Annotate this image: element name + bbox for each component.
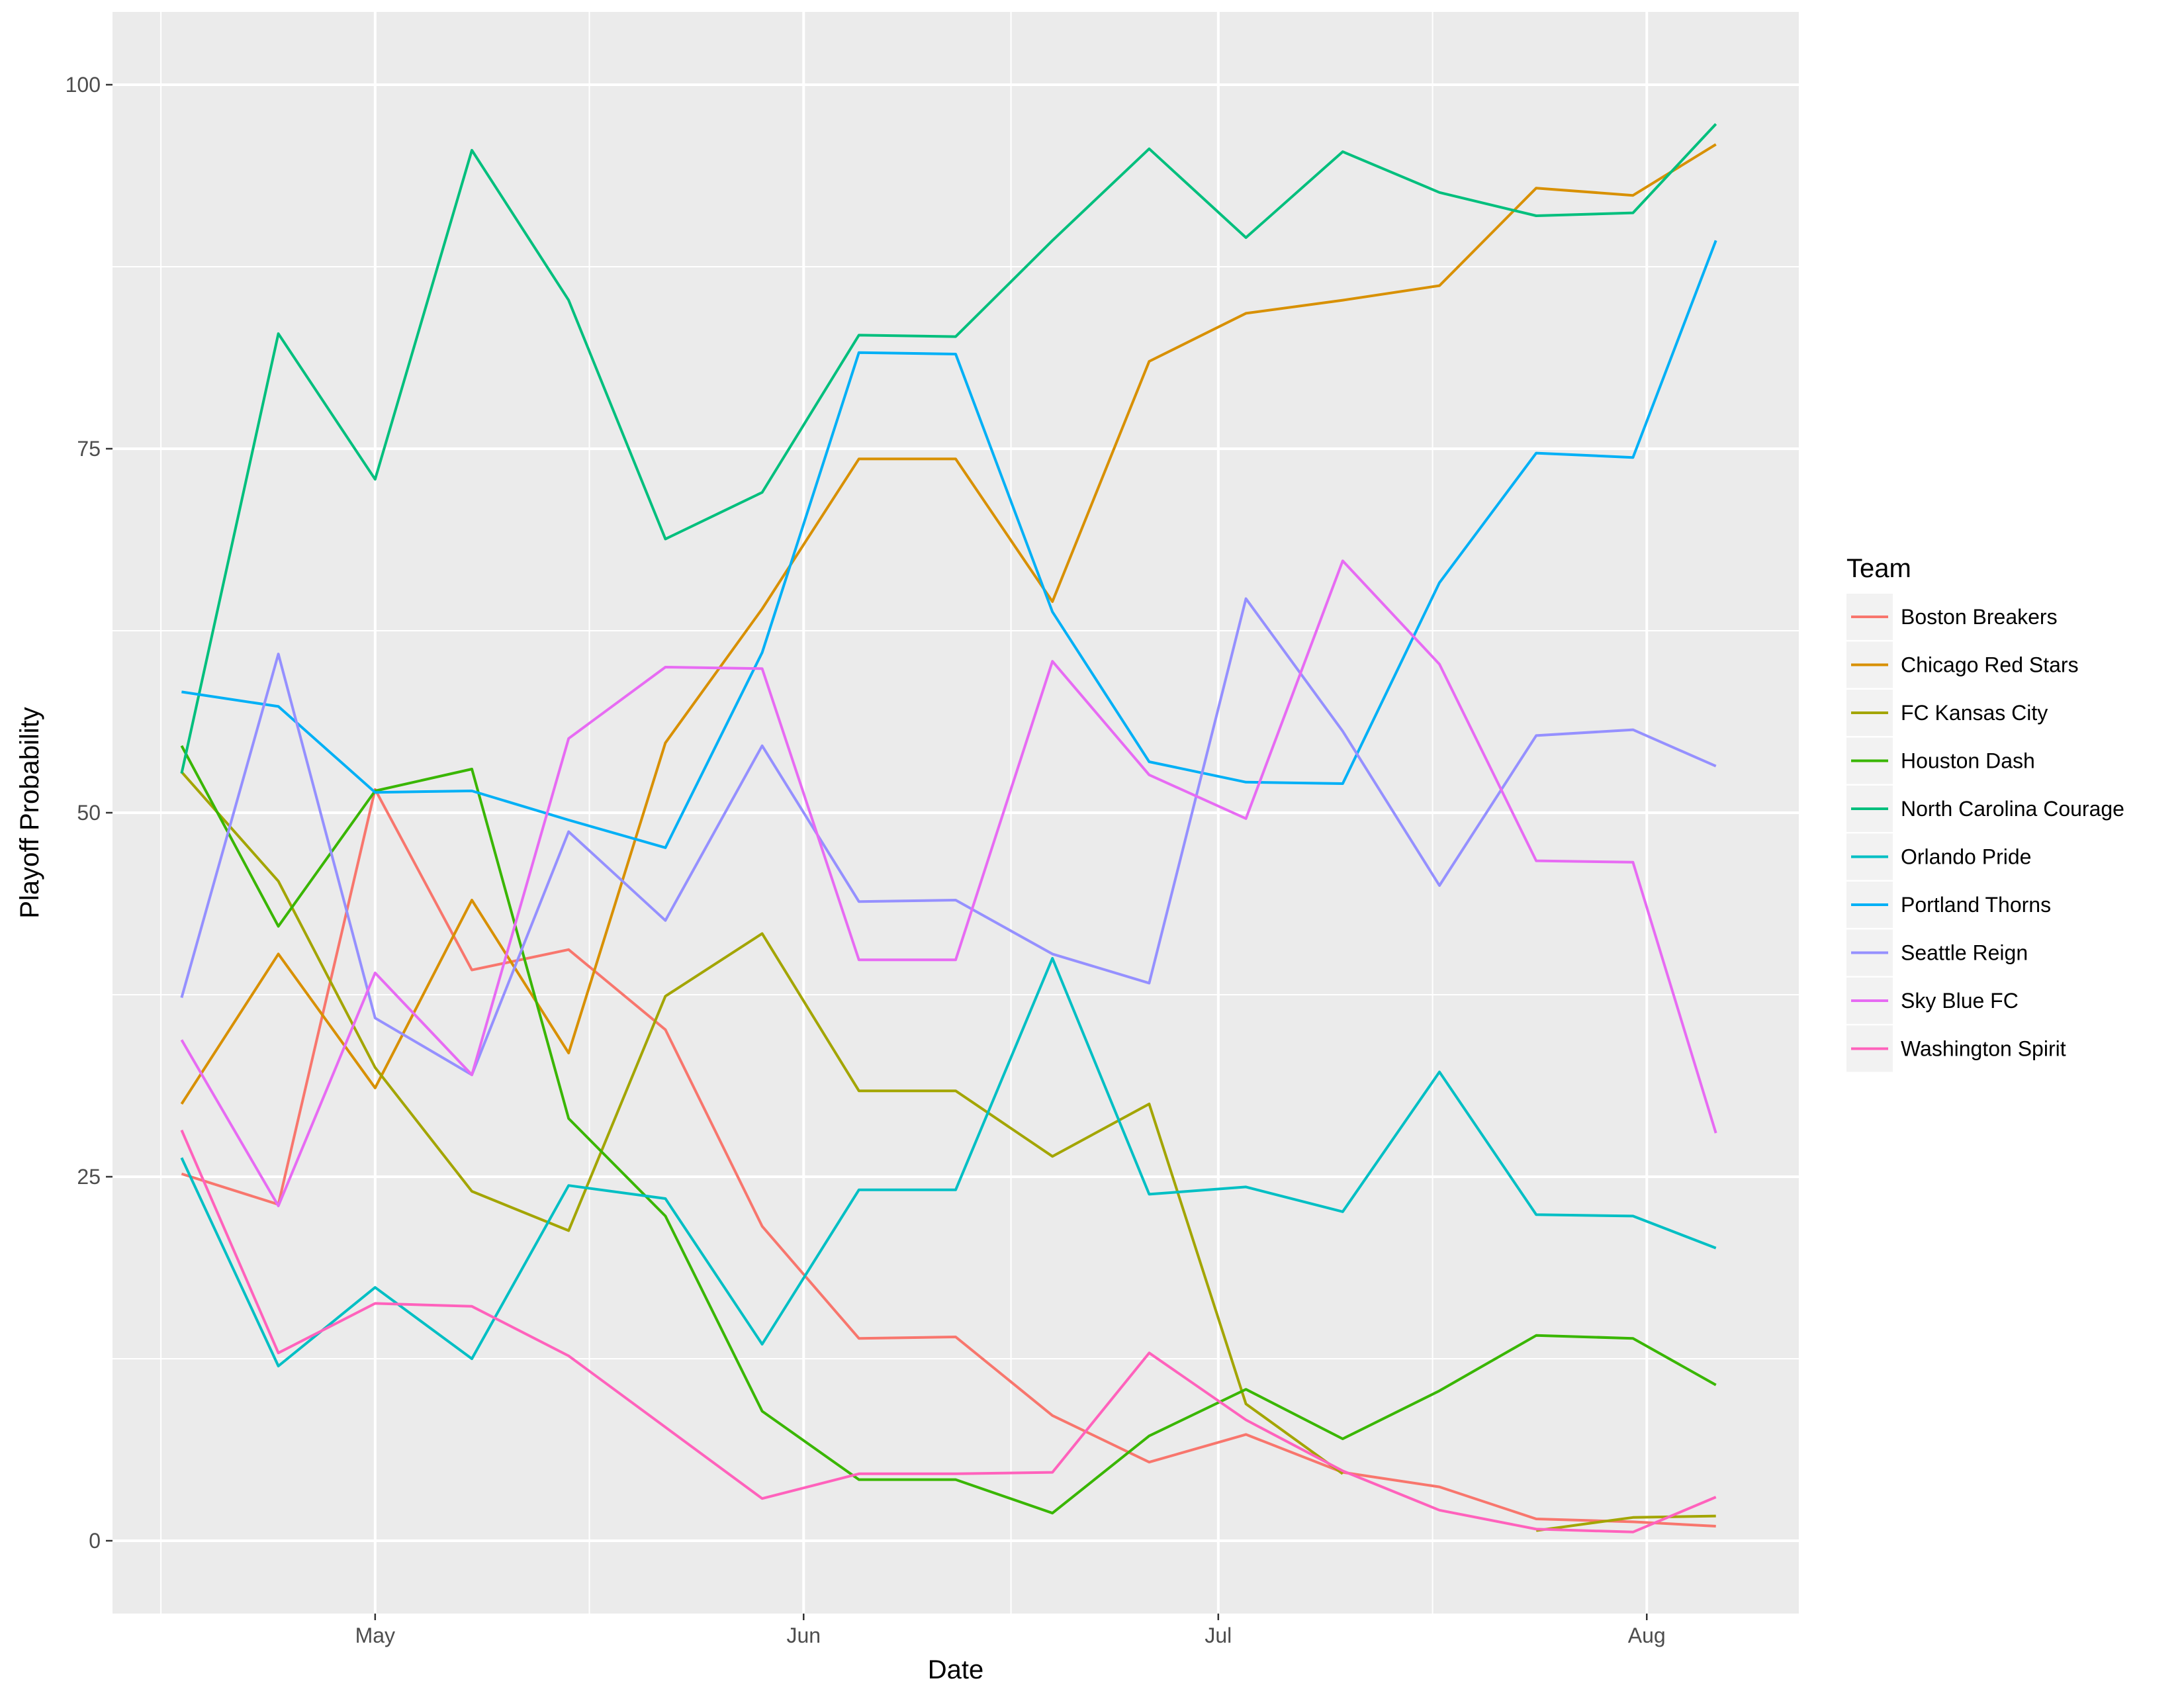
x-tick-label: Aug [1628,1623,1666,1647]
legend-label: Portland Thorns [1901,893,2051,917]
x-axis-title: Date [928,1655,984,1684]
series-line-fc-kansas-city [180,771,1343,1475]
y-tick-label: 100 [66,73,101,97]
series-line-north-carolina-courage [180,123,1717,774]
legend-item-boston-breakers: Boston Breakers [1846,594,2058,640]
series-lines [180,123,1717,1533]
x-tick-label: Jun [786,1623,821,1647]
legend-items: Boston Breakers Chicago Red Stars FC Kansa… [1846,594,2124,1072]
y-axis-title: Playoff Probability [15,707,44,918]
axis-ticks [106,83,1648,1620]
legend-item-washington-spirit: Washington Spirit [1846,1025,2066,1072]
series-line-washington-spirit [180,1129,1717,1533]
series-line-boston-breakers [181,788,1716,1528]
legend-label: FC Kansas City [1901,701,2048,725]
series-line-portland-thorns [181,240,1717,849]
legend-label: Houston Dash [1901,749,2035,773]
legend-label: Orlando Pride [1901,845,2031,869]
legend-item-chicago-red-stars: Chicago Red Stars [1846,641,2079,688]
legend-label: North Carolina Courage [1901,797,2124,821]
legend-item-orlando-pride: Orlando Pride [1846,833,2031,880]
y-tick-label: 0 [89,1529,101,1553]
legend-item-seattle-reign: Seattle Reign [1846,929,2028,976]
legend-item-sky-blue-fc: Sky Blue FC [1846,978,2019,1024]
legend-label: Boston Breakers [1901,605,2058,629]
legend-item-houston-dash: Houston Dash [1846,737,2035,784]
y-tick-label: 50 [77,801,101,825]
y-tick-label: 75 [77,437,101,461]
legend-item-fc-kansas-city: FC Kansas City [1846,690,2048,736]
y-tick-label: 25 [77,1165,101,1189]
series-line-orlando-pride [180,957,1717,1367]
legend-label: Seattle Reign [1901,941,2028,965]
series-line-houston-dash [180,745,1717,1515]
series-line-sky-blue-fc [180,559,1717,1207]
legend-title: Team [1846,554,1911,583]
series-line-chicago-red-stars [180,143,1717,1105]
x-tick-label: May [355,1623,395,1647]
legend-label: Sky Blue FC [1901,989,2019,1013]
legend-item-portland-thorns: Portland Thorns [1846,882,2051,928]
legend-label: Washington Spirit [1901,1037,2066,1061]
x-tick-label: Jul [1205,1623,1232,1647]
legend: Team Boston Breakers Chicago Red Stars FC … [1846,554,2124,1072]
legend-label: Chicago Red Stars [1901,653,2079,677]
legend-item-north-carolina-courage: North Carolina Courage [1846,786,2124,832]
series-line-seattle-reign [180,597,1717,1076]
series-line-fc-kansas-city [1535,1514,1716,1532]
tick-labels: 0 25 50 75 100 May Jun Jul Aug [66,73,1666,1647]
